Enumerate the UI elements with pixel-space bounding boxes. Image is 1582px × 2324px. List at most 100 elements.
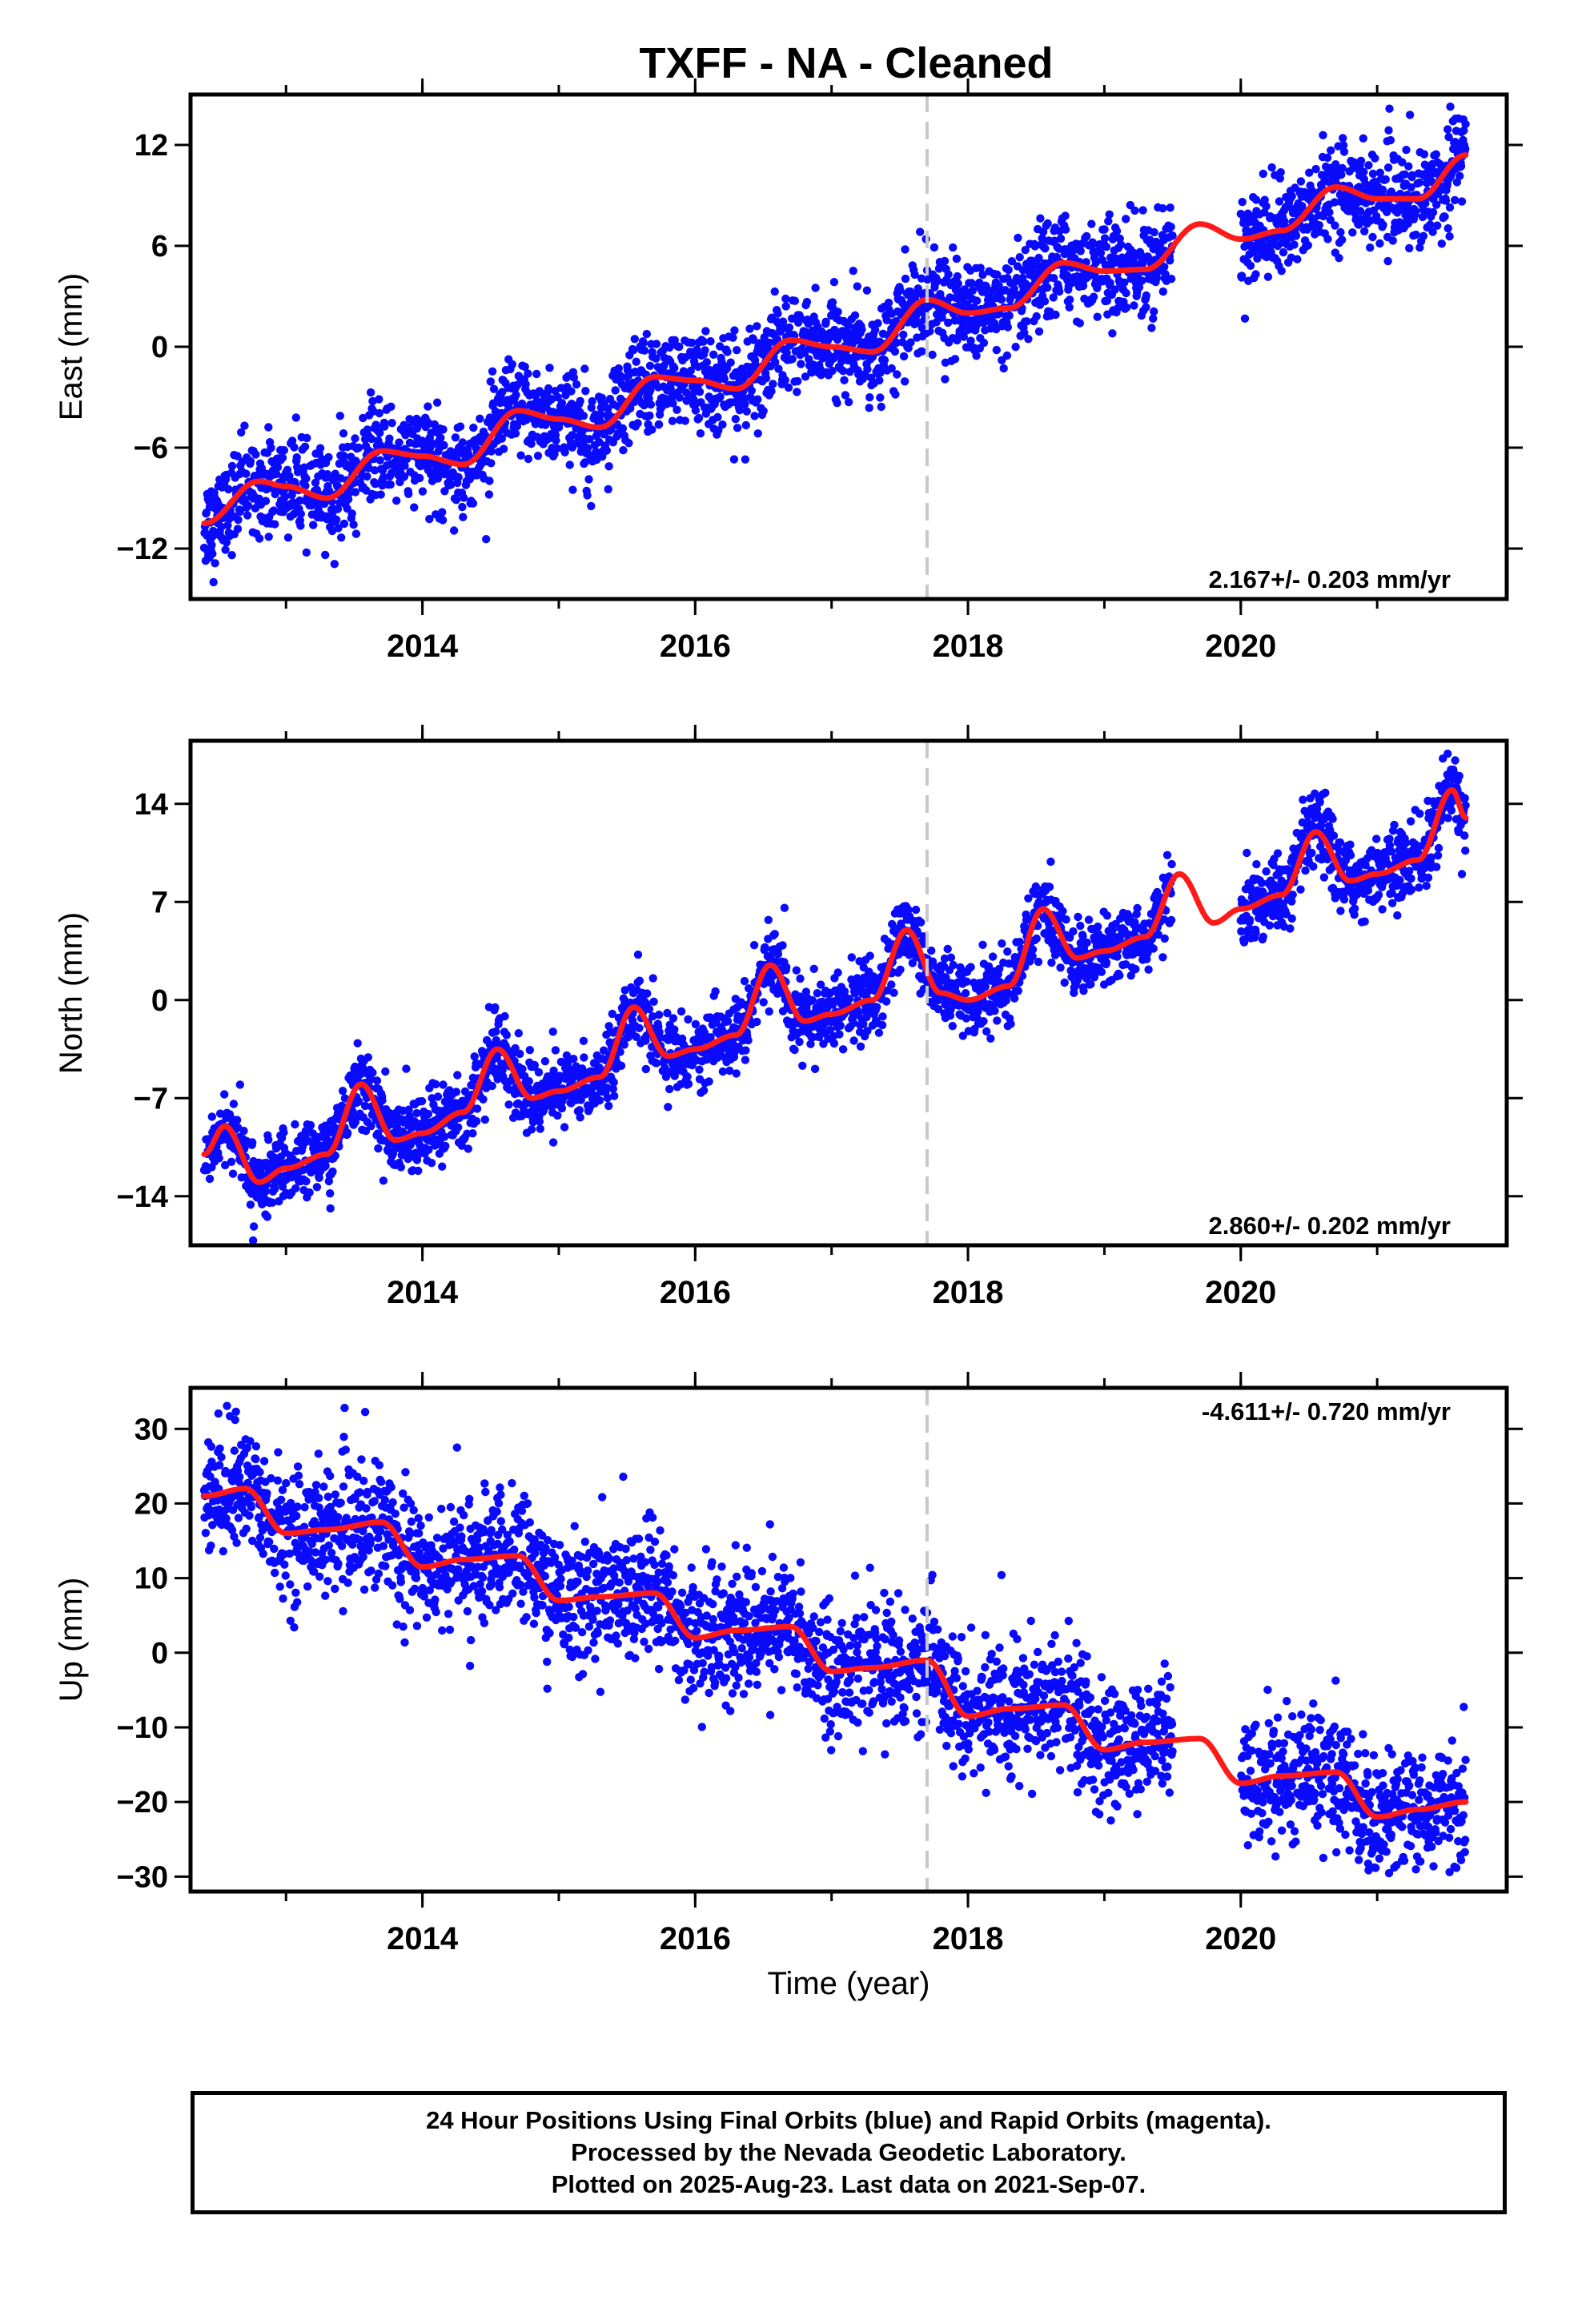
north-data-point <box>518 1064 527 1074</box>
east-data-point <box>207 541 216 549</box>
east-data-point <box>865 404 873 412</box>
east-data-point <box>243 501 253 510</box>
east-data-point <box>849 267 857 275</box>
east-data-point <box>890 347 900 356</box>
east-data-point <box>595 437 604 447</box>
east-data-point <box>291 413 300 422</box>
east-data-point <box>1142 303 1150 312</box>
east-data-point <box>568 485 577 494</box>
east-data-point <box>753 429 762 438</box>
east-data-point <box>576 396 584 405</box>
east-x-tick-label: 2016 <box>660 629 731 664</box>
north-data-point <box>911 905 921 915</box>
north-data-point <box>302 1176 311 1186</box>
east-data-point <box>1337 171 1346 179</box>
north-data-point <box>699 1086 709 1096</box>
east-data-point <box>714 426 723 435</box>
north-data-point <box>479 1095 488 1104</box>
north-data-point <box>863 1027 872 1035</box>
east-data-point <box>1355 207 1365 215</box>
east-data-point <box>1383 163 1393 172</box>
north-data-point <box>464 1144 472 1153</box>
north-data-point <box>616 1061 626 1071</box>
east-data-point <box>1383 256 1392 266</box>
east-data-point <box>629 345 638 355</box>
east-data-point <box>1359 134 1368 143</box>
north-data-point <box>652 1059 661 1068</box>
east-data-point <box>208 549 217 558</box>
east-data-point <box>375 408 383 418</box>
north-data-point <box>990 1007 999 1015</box>
east-data-point <box>761 374 771 383</box>
east-data-point <box>784 383 793 392</box>
north-data-point <box>1086 979 1095 989</box>
north-data-point <box>741 1046 750 1055</box>
east-data-point <box>380 422 389 431</box>
north-data-point <box>248 1138 257 1147</box>
east-y-axis-title: East (mm) <box>54 273 89 420</box>
east-data-point <box>604 485 612 494</box>
east-data-point <box>1360 227 1369 235</box>
north-data-point <box>264 1136 273 1144</box>
east-data-point <box>400 472 409 481</box>
east-y-tick-label: −6 <box>134 432 168 465</box>
north-data-point <box>862 1012 871 1022</box>
east-data-point <box>828 366 837 376</box>
east-data-point <box>302 474 311 483</box>
east-data-point <box>1110 285 1119 294</box>
east-data-point <box>1010 284 1018 293</box>
east-data-point <box>1166 203 1174 212</box>
east-data-point <box>602 446 611 455</box>
east-data-point <box>1138 206 1147 215</box>
east-data-point <box>242 469 251 478</box>
north-data-point <box>372 1076 382 1085</box>
north-data-point <box>872 1003 881 1011</box>
east-data-point <box>1461 144 1470 153</box>
east-data-point <box>379 472 388 482</box>
east-data-point <box>1020 328 1029 337</box>
east-data-point <box>1338 235 1347 244</box>
east-data-point <box>1108 329 1117 338</box>
east-data-point <box>1130 206 1139 215</box>
east-data-point <box>363 425 372 434</box>
east-data-point <box>375 428 384 437</box>
east-data-point <box>633 419 642 428</box>
east-data-point <box>376 490 385 499</box>
north-data-point <box>367 1121 375 1131</box>
east-data-point <box>487 459 496 468</box>
north-data-point <box>215 1154 223 1163</box>
north-data-point <box>576 1113 584 1122</box>
east-data-point <box>332 515 341 525</box>
north-data-point <box>604 1101 613 1111</box>
north-data-point <box>1034 957 1043 967</box>
north-data-point <box>354 1097 363 1106</box>
east-data-point <box>896 286 905 295</box>
north-data-point <box>348 1107 357 1116</box>
east-data-point <box>1319 131 1327 139</box>
east-data-point <box>972 296 982 305</box>
east-data-point <box>418 487 428 496</box>
east-data-point <box>1419 231 1428 240</box>
east-data-point <box>488 367 497 376</box>
east-data-point <box>1022 317 1031 326</box>
east-data-point <box>1041 244 1050 253</box>
east-data-point <box>1461 119 1470 129</box>
north-data-point <box>711 987 720 996</box>
east-data-point <box>781 302 790 311</box>
east-data-point <box>797 360 805 368</box>
north-data-point <box>609 1078 618 1087</box>
north-data-point <box>1069 927 1078 936</box>
east-data-point <box>1166 275 1176 283</box>
north-data-point <box>353 1039 362 1047</box>
east-data-point <box>669 399 677 408</box>
north-data-point <box>962 1014 971 1023</box>
north-data-point <box>670 1025 679 1034</box>
north-data-point <box>511 1043 520 1053</box>
east-data-point <box>1038 227 1048 236</box>
east-data-point <box>782 348 791 357</box>
east-data-point <box>583 491 592 500</box>
east-data-point <box>675 393 684 402</box>
east-data-point <box>209 577 218 587</box>
east-data-point <box>966 336 975 345</box>
north-data-point <box>331 1151 339 1160</box>
